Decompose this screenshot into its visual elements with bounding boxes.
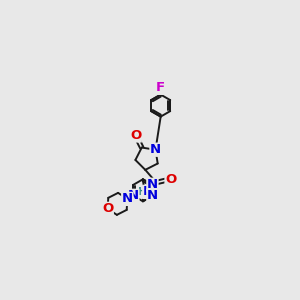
Text: O: O: [102, 202, 113, 215]
Text: N: N: [147, 178, 158, 191]
Text: O: O: [130, 129, 141, 142]
Text: N: N: [150, 143, 161, 156]
Text: N: N: [147, 189, 158, 202]
Text: O: O: [165, 173, 176, 186]
Text: N: N: [128, 189, 139, 202]
Text: F: F: [156, 81, 165, 94]
Text: N: N: [122, 192, 133, 206]
Text: H: H: [138, 187, 146, 197]
Text: N: N: [143, 185, 154, 198]
